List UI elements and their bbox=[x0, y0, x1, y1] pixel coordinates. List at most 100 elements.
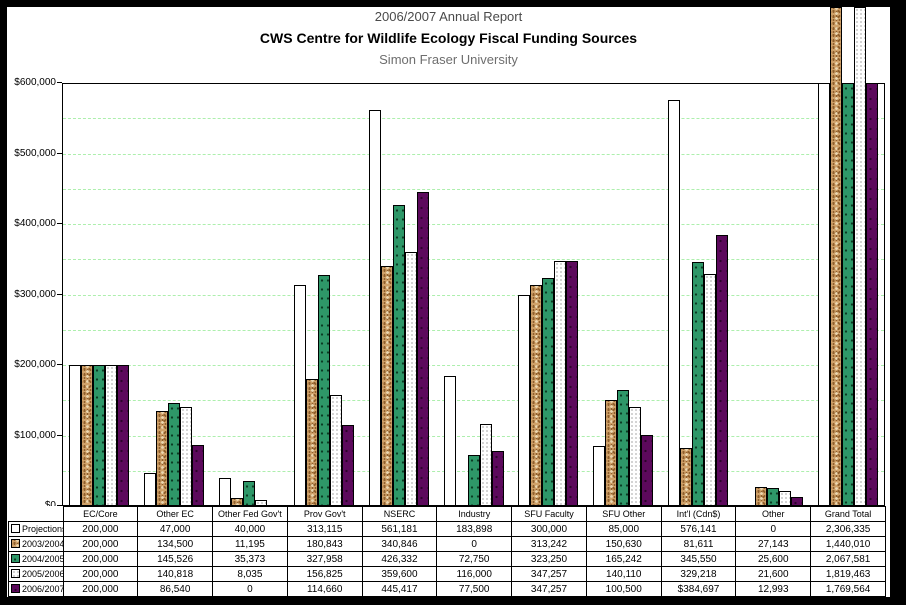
bar-2004-2005-2 bbox=[243, 481, 256, 506]
table-corner-cell bbox=[9, 507, 64, 522]
y-axis-label: $500,000 bbox=[14, 147, 56, 159]
legend-key-icon bbox=[11, 523, 20, 533]
table-cell: 134,500 bbox=[137, 536, 214, 552]
table-cell: 345,550 bbox=[660, 551, 737, 567]
table-cell: 300,000 bbox=[511, 521, 587, 537]
table-row: 2006/2007 200,000 86,540 0 114,660 445,417 77,… bbox=[8, 581, 886, 597]
bar-2006-2007-5 bbox=[491, 451, 504, 506]
table-cell: 35,373 bbox=[212, 551, 288, 567]
table-cell: 1,819,463 bbox=[810, 566, 886, 582]
table-row-label: Projections bbox=[8, 521, 64, 537]
bar-Projections-8 bbox=[667, 99, 680, 506]
table-cell: 340,846 bbox=[361, 536, 438, 552]
bar-2004-2005-8 bbox=[691, 262, 704, 506]
table-cell: 12,993 bbox=[735, 581, 812, 597]
table-cell: 183,898 bbox=[436, 521, 513, 537]
table-row: Projections 200,000 47,000 40,000 313,115 561… bbox=[8, 521, 886, 537]
table-column-header: EC/Core bbox=[62, 506, 139, 522]
bar-2005-2006-5 bbox=[479, 424, 492, 506]
table-cell: 140,818 bbox=[137, 566, 214, 582]
bar-2004-2005-4 bbox=[392, 205, 405, 506]
table-cell: 329,218 bbox=[660, 566, 737, 582]
y-axis-label: $600,000 bbox=[14, 77, 56, 88]
bar-Projections-3 bbox=[293, 285, 306, 506]
y-axis-label: $0 bbox=[4, 500, 56, 511]
bar-2003-2004-2 bbox=[231, 498, 244, 506]
bar-Projections-7 bbox=[593, 446, 606, 506]
bar-2003-2004-7 bbox=[605, 399, 618, 506]
bar-2004-2005-9 bbox=[766, 487, 779, 506]
legend-key-icon bbox=[11, 568, 20, 578]
y-axis-label: $400,000 bbox=[14, 218, 56, 229]
table-cell: 77,500 bbox=[436, 581, 513, 597]
table-cell: 145,526 bbox=[137, 551, 214, 567]
gridline bbox=[63, 188, 884, 190]
table-cell: 40,000 bbox=[212, 521, 288, 537]
table-column-header: SFU Other bbox=[585, 506, 662, 522]
bar-2006-2007-6 bbox=[566, 261, 579, 506]
table-cell: 445,417 bbox=[361, 581, 438, 597]
chart-subtitle: Simon Fraser University bbox=[379, 52, 518, 67]
table-cell: 0 bbox=[436, 536, 513, 552]
table-row-label: 2004/2005 bbox=[8, 551, 64, 567]
gridline bbox=[63, 153, 884, 155]
table-cell: 165,242 bbox=[585, 551, 662, 567]
gridline bbox=[63, 400, 884, 402]
chart-title: CWS Centre for Wildlife Ecology Fiscal F… bbox=[259, 30, 638, 46]
table-cell: 156,825 bbox=[286, 566, 363, 582]
legend-key-icon bbox=[11, 583, 20, 593]
table-cell: 200,000 bbox=[62, 536, 139, 552]
table-column-header: SFU Faculty bbox=[511, 506, 587, 522]
bar-Projections-4 bbox=[368, 110, 381, 506]
table-cell: 0 bbox=[212, 581, 288, 597]
chart-data-table: EC/Core Other EC Other Fed Gov't Prov Gov't… bbox=[8, 506, 886, 597]
series-name: Projections bbox=[22, 523, 63, 534]
table-cell: 140,110 bbox=[585, 566, 662, 582]
gridline bbox=[63, 294, 884, 296]
gridline bbox=[63, 259, 884, 261]
series-name: 2003/2004 bbox=[22, 538, 63, 549]
table-column-header: Industry bbox=[436, 506, 513, 522]
table-cell: 200,000 bbox=[62, 581, 139, 597]
y-axis-tick bbox=[57, 223, 62, 224]
bar-2004-2005-3 bbox=[317, 274, 330, 506]
table-cell: 86,540 bbox=[137, 581, 214, 597]
table-cell: $384,697 bbox=[660, 581, 737, 597]
y-axis-tick bbox=[57, 82, 62, 83]
table-column-header: Prov Gov't bbox=[286, 506, 363, 522]
bar-2005-2006-0 bbox=[105, 365, 118, 506]
table-cell: 27,143 bbox=[735, 536, 812, 552]
table-cell: 561,181 bbox=[361, 521, 438, 537]
table-cell: 347,257 bbox=[511, 566, 587, 582]
bar-2006-2007-9 bbox=[790, 496, 803, 506]
gridline bbox=[63, 365, 884, 366]
table-column-header: Grand Total bbox=[810, 506, 886, 522]
table-cell: 180,843 bbox=[286, 536, 363, 552]
table-row: 2005/2006 200,000 140,818 8,035 156,825 359,6… bbox=[8, 566, 886, 582]
series-name: 2004/2005 bbox=[22, 553, 63, 564]
table-cell: 2,067,581 bbox=[810, 551, 886, 567]
table-cell: 1,769,564 bbox=[810, 581, 886, 597]
table-cell: 81,611 bbox=[660, 536, 737, 552]
table-cell: 150,630 bbox=[585, 536, 662, 552]
bar-2005-2006-2 bbox=[255, 500, 268, 506]
table-column-header: Int'l (Cdn$) bbox=[660, 506, 737, 522]
y-axis-label: $100,000 bbox=[14, 429, 56, 441]
table-cell: 327,958 bbox=[286, 551, 363, 567]
bar-2003-2004-6 bbox=[530, 285, 543, 506]
y-axis-tick bbox=[57, 434, 62, 436]
y-axis-tick bbox=[57, 505, 62, 506]
series-name: 2005/2006 bbox=[22, 568, 63, 579]
bar-2004-2005-5 bbox=[467, 454, 480, 506]
bar-Projections-6 bbox=[518, 294, 531, 506]
table-cell: 11,195 bbox=[212, 536, 288, 552]
bar-2006-2007-4 bbox=[416, 191, 429, 506]
table-cell: 47,000 bbox=[137, 521, 214, 537]
table-column-header: Other bbox=[735, 506, 812, 522]
bar-2005-2006-3 bbox=[329, 395, 342, 506]
table-row-label: 2006/2007 bbox=[8, 581, 64, 597]
bar-2006-2007-0 bbox=[117, 365, 130, 506]
bar-2006-2007-10 bbox=[865, 83, 878, 506]
table-row-label: 2003/2004 bbox=[8, 536, 64, 552]
